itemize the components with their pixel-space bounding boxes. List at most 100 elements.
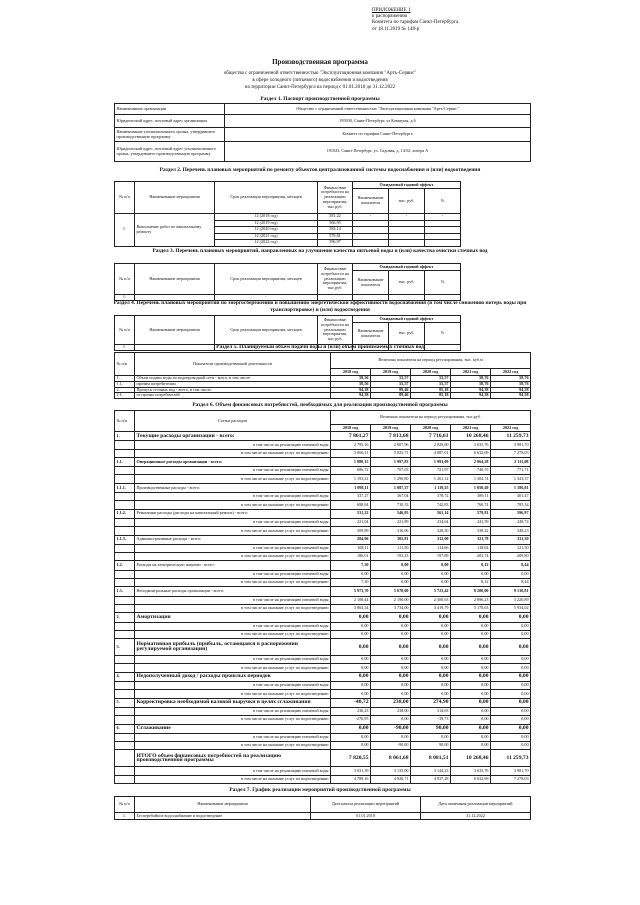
- row-name: от прочих потребителей: [134, 392, 331, 400]
- header-name: Статьи расходов: [134, 410, 331, 432]
- row-value: 11 259,73: [489, 749, 532, 768]
- row-value: 248,74: [489, 517, 532, 528]
- row-num: [114, 749, 135, 768]
- row-value: 2 300,63: [410, 595, 451, 605]
- row-value: 367,04: [370, 492, 411, 502]
- row-value: 0,00: [489, 689, 532, 699]
- measure-thousand: [388, 239, 425, 247]
- header-row: № п/п Статьи расходов Величина показателя …: [114, 410, 532, 432]
- repair-measures-table: № п/п Наименование мероприятия Срок реализ…: [114, 181, 461, 247]
- page-subtitle: общества с ограниченной ответственностью…: [110, 70, 530, 91]
- row-value: 0,00: [450, 638, 491, 657]
- row-name: в том числе на реализацию питьевой воды: [134, 517, 331, 528]
- appendix-line: Комитета по тарифам Санкт-Петербурга: [372, 20, 459, 26]
- table-row: в том числе на оказание услуг по водоотв…: [114, 500, 532, 510]
- row-value: 8 200,00: [450, 586, 491, 597]
- header-period: Величина показателя на период регулирова…: [329, 410, 532, 425]
- row-num: 1.2.: [114, 560, 135, 571]
- row-value: 5 934,02: [489, 603, 532, 614]
- table-row: в том числе на реализацию питьевой воды 6…: [114, 466, 532, 476]
- row-name: в том числе на оказание услуг по водоотв…: [134, 552, 331, 562]
- header-term: Срок реализации мероприятия, месяцев: [214, 263, 318, 295]
- row-value: 284,96: [330, 534, 371, 545]
- row-value: 221,89: [370, 517, 411, 528]
- table-row: 4. Недополученный доход / расходы прошлых…: [114, 671, 532, 683]
- row-value: 5 066,11: [330, 448, 371, 458]
- table-row: в том числе на оказание услуг по водоотв…: [114, 448, 532, 458]
- row-value: 2 896,23: [450, 595, 491, 605]
- table-row: в том числе на оказание услуг по водоотв…: [114, 578, 532, 588]
- row-value: 5 170,63: [450, 603, 491, 614]
- row-name: ИТОГО объем финансовых потребностей на р…: [134, 749, 331, 768]
- row-value: 707,03: [370, 466, 411, 476]
- row-value: 1 993,09: [410, 456, 451, 468]
- row-value: 0,00: [370, 638, 411, 657]
- row-num: [114, 552, 135, 562]
- table-row: в том числе на оказание услуг по водоотв…: [114, 715, 532, 725]
- row-value: 0,00: [489, 680, 532, 691]
- row-name: в том числе на реализацию питьевой воды: [134, 732, 331, 743]
- row-name: в том числе на реализацию питьевой воды: [134, 466, 331, 476]
- row-num: [114, 741, 135, 751]
- subtitle-line: в сфере холодного (питьевого) водоснабже…: [252, 78, 388, 83]
- row-name: в том числе на оказание услуг по водоотв…: [134, 578, 331, 588]
- row-name: в том числе на реализацию питьевой воды: [134, 492, 331, 502]
- passport-label: Наименование уполномоченного органа, утв…: [114, 127, 225, 142]
- row-value: 5 723,42: [410, 586, 451, 597]
- row-value: 94,38: [450, 392, 491, 400]
- table-row: в том числе на оказание услуг по водоотв…: [114, 741, 532, 751]
- row-num: 3.: [114, 638, 135, 657]
- row-value: 0,00: [450, 706, 491, 717]
- row-name: Корректировка необходимой валовой выручк…: [134, 697, 331, 708]
- row-value: 0,00: [410, 732, 451, 743]
- row-num: [114, 621, 135, 631]
- row-num: [114, 569, 135, 580]
- row-value: 186,01: [330, 552, 371, 562]
- row-value: 0,00: [330, 638, 371, 657]
- table-row: 1. Бесперебойное водоснабжение и водоотве…: [114, 812, 531, 820]
- table-row: в том числе на реализацию питьевой воды 0…: [114, 680, 532, 691]
- row-value: 7 278,03: [489, 448, 532, 458]
- header-year: 2019 год: [370, 368, 411, 376]
- row-value: 0,00: [410, 578, 451, 588]
- row-value: 3 734,00: [370, 603, 411, 614]
- passport-value: 191023, Санкт-Петербург, ул. Садовая, д.…: [224, 141, 531, 162]
- row-value: 0,00: [370, 715, 411, 725]
- row-value: 0,00: [370, 612, 411, 623]
- header-effect: Ожидаемый годовой эффект: [352, 263, 461, 271]
- row-value: 8 081,51: [410, 749, 451, 768]
- table-row: в том числе на оказание услуг по водоотв…: [114, 552, 532, 562]
- header-effect: Ожидаемый годовой эффект: [352, 315, 461, 323]
- quality-measures-table: № п/п Наименование мероприятия Срок реализ…: [114, 263, 461, 301]
- header-name: Наименование мероприятия: [134, 181, 215, 214]
- row-value: 1 050,49: [450, 482, 491, 494]
- header-year: 2020 год: [410, 368, 451, 376]
- row-value: 274,90: [410, 697, 451, 708]
- table-row: в том числе на реализацию питьевой воды 0…: [114, 621, 532, 631]
- header-finance: Финансовые потребности на реализацию мер…: [317, 181, 353, 214]
- row-num: 1.1.: [114, 456, 135, 468]
- row-value: 3 144,23: [410, 766, 451, 776]
- row-value: 4 926,71: [370, 774, 411, 785]
- row-name: Бесперебойное водоснабжение и водоотведе…: [134, 812, 311, 820]
- row-value: 10 268,46: [450, 749, 491, 768]
- table-row: в том числе на оказание услуг по водоотв…: [114, 474, 532, 484]
- row-value: 0,00: [410, 680, 451, 691]
- header-percent: %: [424, 188, 461, 214]
- row-value: 0,00: [489, 621, 532, 631]
- header-row: № п/п Наименование мероприятия Срок реализ…: [114, 315, 461, 345]
- row-value: 8,12: [450, 578, 491, 588]
- row-value: 0,00: [450, 689, 491, 699]
- row-value: 771,71: [489, 466, 532, 476]
- table-row: 5. Корректировка необходимой валовой выру…: [114, 697, 532, 708]
- row-num: 6.: [114, 723, 135, 734]
- row-name: в том числе на реализацию питьевой воды: [134, 595, 331, 605]
- row-num: [114, 578, 135, 588]
- row-value: 1 880,15: [330, 456, 371, 468]
- measure-indicator: [352, 239, 389, 247]
- row-num: 1.1.1.: [114, 482, 135, 494]
- row-num: [114, 517, 135, 528]
- row-value: 8 061,68: [370, 749, 411, 768]
- header-name: Показатели производственной деятельности: [134, 352, 331, 376]
- row-num: [114, 629, 135, 640]
